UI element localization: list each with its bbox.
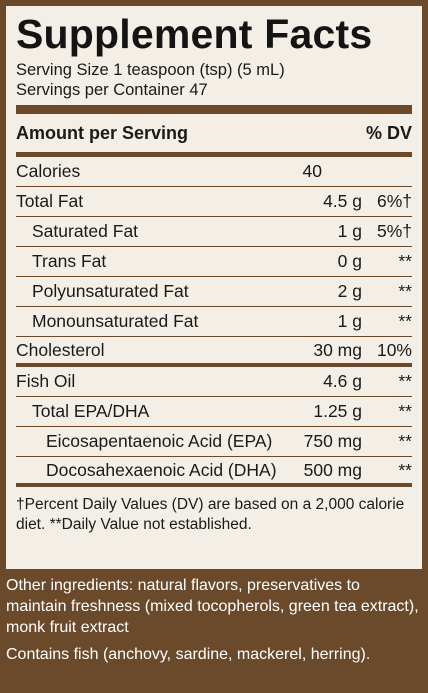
nutrient-dv: ** bbox=[398, 371, 412, 391]
row-monounsaturated-fat: Monounsaturated Fat 1 g ** bbox=[16, 307, 412, 337]
row-cholesterol: Cholesterol 30 mg 10% bbox=[16, 337, 412, 367]
nutrient-amount: 1 g bbox=[337, 221, 362, 241]
row-trans-fat: Trans Fat 0 g ** bbox=[16, 247, 412, 277]
row-total-fat: Total Fat 4.5 g 6%† bbox=[16, 187, 412, 217]
nutrient-dv: ** bbox=[398, 251, 412, 271]
label-title: Supplement Facts bbox=[16, 11, 373, 57]
nutrient-amount: 30 mg bbox=[313, 339, 362, 360]
nutrient-name: Fish Oil bbox=[16, 371, 76, 391]
row-epa: Eicosapentaenoic Acid (EPA) 750 mg ** bbox=[16, 427, 412, 457]
serving-size: Serving Size 1 teaspoon (tsp) (5 mL) bbox=[16, 61, 285, 79]
nutrient-dv: 6%† bbox=[376, 191, 412, 211]
nutrient-name: Total Fat bbox=[16, 191, 84, 211]
row-total-epa-dha: Total EPA/DHA 1.25 g ** bbox=[16, 397, 412, 427]
other-ingredients: Other ingredients: natural flavors, pres… bbox=[6, 577, 419, 636]
nutrient-amount: 40 bbox=[302, 161, 322, 181]
serving-info: Serving Size 1 teaspoon (tsp) (5 mL) Ser… bbox=[16, 60, 412, 100]
nutrient-amount: 4.6 g bbox=[323, 371, 362, 391]
nutrient-amount: 500 mg bbox=[303, 459, 362, 480]
servings-per-container: Servings per Container 47 bbox=[16, 81, 208, 99]
row-polyunsaturated-fat: Polyunsaturated Fat 2 g ** bbox=[16, 277, 412, 307]
nutrient-amount: 4.5 g bbox=[323, 191, 362, 211]
nutrient-dv: ** bbox=[398, 311, 412, 331]
header-row: Amount per Serving % DV bbox=[16, 114, 412, 152]
footnote: †Percent Daily Values (DV) are based on … bbox=[16, 496, 405, 533]
nutrient-amount: 0 g bbox=[337, 251, 362, 271]
nutrient-name: Trans Fat bbox=[32, 251, 107, 271]
nutrient-name: Docosahexaenoic Acid (DHA) bbox=[46, 459, 277, 480]
divider-thick bbox=[16, 105, 412, 114]
supplement-facts-panel: Supplement Facts Serving Size 1 teaspoon… bbox=[6, 6, 422, 569]
nutrient-name: Monounsaturated Fat bbox=[32, 311, 199, 331]
ingredients-section: Other ingredients: natural flavors, pres… bbox=[6, 575, 422, 665]
row-saturated-fat: Saturated Fat 1 g 5%† bbox=[16, 217, 412, 247]
row-calories: Calories 40 bbox=[16, 157, 412, 187]
header-amount: Amount per Serving bbox=[16, 122, 189, 143]
nutrient-amount: 1.25 g bbox=[313, 401, 362, 421]
allergen-statement: Contains fish (anchovy, sardine, mackere… bbox=[6, 646, 371, 663]
nutrient-dv: ** bbox=[398, 459, 412, 480]
nutrient-name: Cholesterol bbox=[16, 339, 105, 360]
nutrient-dv: 10% bbox=[376, 339, 412, 360]
nutrient-name: Polyunsaturated Fat bbox=[32, 281, 189, 301]
nutrient-amount: 750 mg bbox=[303, 431, 362, 451]
nutrient-dv: 5%† bbox=[376, 221, 412, 241]
nutrient-name: Calories bbox=[16, 161, 81, 181]
nutrient-name: Total EPA/DHA bbox=[32, 401, 150, 421]
divider-medium bbox=[16, 152, 412, 157]
nutrient-amount: 2 g bbox=[337, 281, 362, 301]
nutrient-dv: ** bbox=[398, 401, 412, 421]
nutrient-name: Eicosapentaenoic Acid (EPA) bbox=[46, 431, 273, 451]
nutrient-name: Saturated Fat bbox=[32, 221, 139, 241]
nutrient-dv: ** bbox=[398, 281, 412, 301]
row-dha: Docosahexaenoic Acid (DHA) 500 mg ** bbox=[16, 457, 412, 487]
header-dv: % DV bbox=[365, 122, 412, 143]
row-fish-oil: Fish Oil 4.6 g ** bbox=[16, 367, 412, 397]
nutrient-dv: ** bbox=[398, 431, 412, 451]
nutrient-amount: 1 g bbox=[337, 311, 362, 331]
